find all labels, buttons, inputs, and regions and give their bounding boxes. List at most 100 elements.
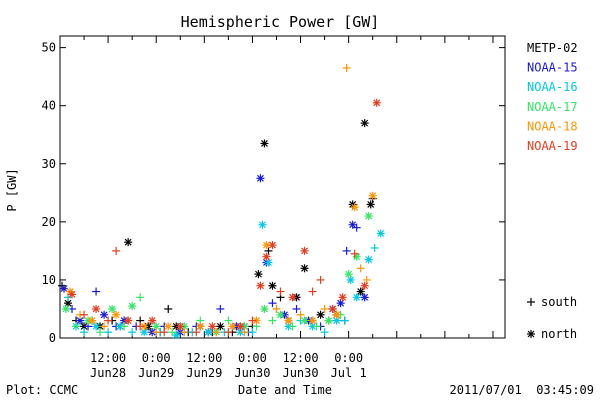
data-point-north	[204, 328, 213, 337]
data-point-north	[112, 310, 121, 319]
y-tick-label: 30	[42, 157, 56, 171]
data-point-north	[348, 220, 357, 229]
x-tick-label: 12:00	[186, 351, 222, 365]
data-point-south	[268, 299, 277, 308]
data-point-south	[342, 63, 351, 72]
data-point-south	[216, 304, 225, 313]
legend-entry: NOAA-16	[527, 80, 578, 94]
data-point-south	[312, 322, 321, 331]
data-point-north	[124, 316, 133, 325]
data-point-north	[228, 322, 237, 331]
data-point-north	[208, 322, 217, 331]
data-point-north	[336, 299, 345, 308]
data-point-south	[96, 328, 105, 337]
x-tick-label: 12:00	[90, 351, 126, 365]
data-point-south	[164, 304, 173, 313]
data-point-north	[260, 139, 269, 148]
data-point-north	[360, 293, 369, 302]
data-point-south	[350, 249, 359, 258]
data-point-north	[62, 304, 71, 313]
legend-north-marker	[527, 330, 535, 338]
data-point-north	[308, 316, 317, 325]
data-point-north	[60, 284, 69, 293]
data-point-north	[128, 302, 137, 311]
data-point-south	[356, 264, 365, 273]
legend-entry: NOAA-18	[527, 119, 578, 133]
data-point-south	[296, 310, 305, 319]
data-point-north	[316, 310, 325, 319]
data-point-north	[92, 304, 101, 313]
data-point-north	[100, 310, 109, 319]
y-tick-label: 40	[42, 99, 56, 113]
data-point-south	[104, 316, 113, 325]
data-point-south	[248, 328, 257, 337]
data-point-north	[140, 322, 149, 331]
data-point-north	[356, 287, 365, 296]
data-point-south	[320, 304, 329, 313]
data-point-south	[268, 316, 277, 325]
legend-marker-label: south	[541, 295, 577, 309]
x-tick-date-label: Jun30	[282, 366, 318, 380]
data-point-south	[316, 275, 325, 284]
data-point-south	[340, 316, 349, 325]
data-point-north	[256, 174, 265, 183]
data-point-north	[108, 304, 117, 313]
data-point-south	[264, 246, 273, 255]
data-points	[58, 63, 385, 340]
data-point-north	[350, 203, 359, 212]
data-point-south	[64, 293, 73, 302]
data-point-north	[262, 252, 271, 261]
data-point-north	[346, 275, 355, 284]
data-point-north	[196, 322, 205, 331]
data-point-south	[92, 287, 101, 296]
data-point-south	[320, 328, 329, 337]
data-point-north	[236, 322, 245, 331]
footer-timestamp: 2011/07/01 03:45:09	[450, 383, 595, 397]
x-tick-label: 0:00	[238, 351, 267, 365]
data-point-north	[252, 316, 261, 325]
data-point-south	[136, 322, 145, 331]
x-tick-label: 0:00	[334, 351, 363, 365]
data-point-south	[120, 322, 129, 331]
data-point-north	[328, 304, 337, 313]
data-point-south	[152, 328, 161, 337]
data-point-north	[300, 316, 309, 325]
data-point-north	[360, 281, 369, 290]
data-point-north	[276, 310, 285, 319]
data-point-south	[292, 304, 301, 313]
x-tick-label: 12:00	[282, 351, 318, 365]
data-point-north	[268, 281, 277, 290]
data-point-south	[112, 246, 121, 255]
data-point-south	[192, 328, 201, 337]
data-point-south	[224, 328, 233, 337]
data-point-north	[288, 293, 297, 302]
x-axis-label: Date and Time	[238, 383, 332, 397]
data-point-south	[240, 328, 249, 337]
data-point-north	[176, 328, 185, 337]
axis-ticks: 0102030405012:00Jun280:00Jun2912:00Jun29…	[42, 36, 505, 380]
data-point-north	[260, 304, 269, 313]
data-point-north	[176, 322, 185, 331]
x-tick-date-label: Jun29	[138, 366, 174, 380]
legend-entry: NOAA-17	[527, 100, 578, 114]
data-point-south	[168, 328, 177, 337]
y-tick-label: 10	[42, 273, 56, 287]
data-point-north	[76, 316, 85, 325]
data-point-south	[180, 328, 189, 337]
legend-entry: NOAA-19	[527, 139, 578, 153]
legend-entry: NOAA-15	[527, 61, 578, 75]
data-point-north	[216, 322, 225, 331]
data-point-north	[300, 246, 309, 255]
legend: METP-02 NOAA-15 NOAA-16 NOAA-17 NOAA-18 NOAA-…	[527, 41, 578, 341]
data-point-south	[72, 322, 81, 331]
data-point-north	[88, 316, 97, 325]
data-point-south	[308, 287, 317, 296]
data-point-north	[372, 98, 381, 107]
x-tick-label: 0:00	[142, 351, 171, 365]
x-tick-date-label: Jun29	[186, 366, 222, 380]
data-point-south	[288, 322, 297, 331]
data-point-north	[324, 316, 333, 325]
legend-entry: METP-02	[527, 41, 578, 55]
data-point-north	[332, 310, 341, 319]
